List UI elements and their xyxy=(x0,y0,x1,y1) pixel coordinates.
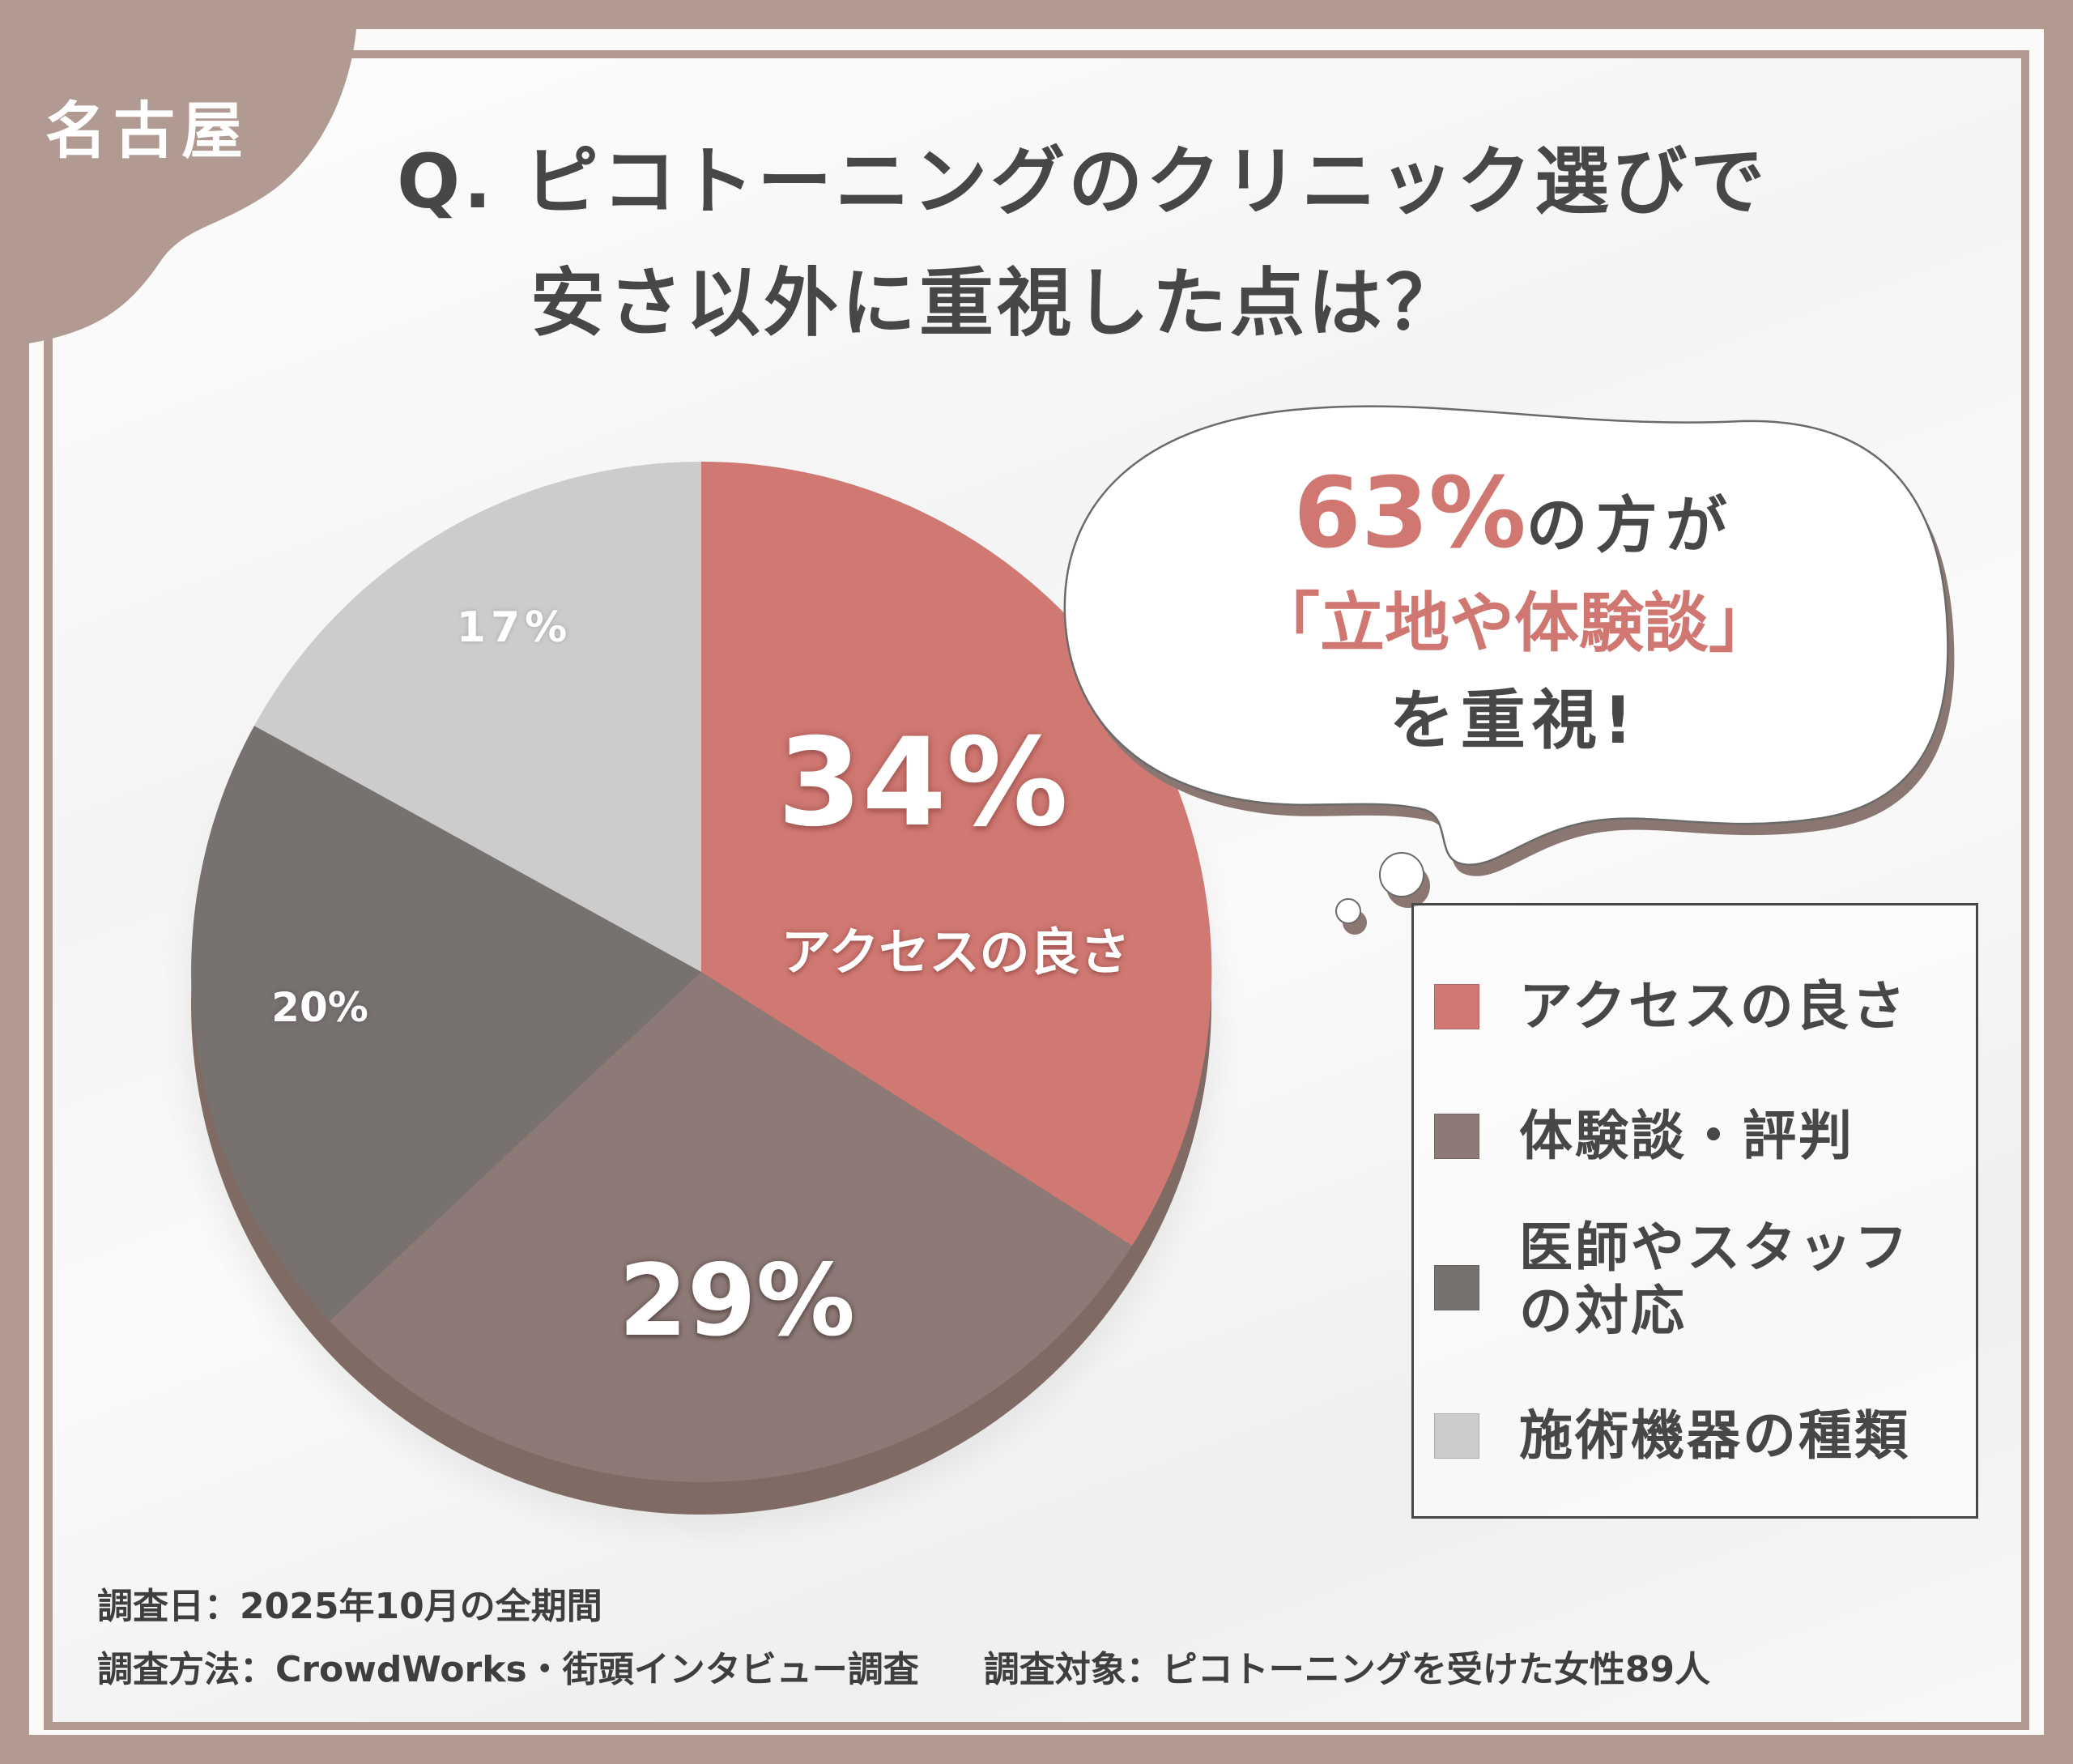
legend-swatch-devices xyxy=(1434,1413,1479,1459)
legend-item-reviews: 体験談・評判 xyxy=(1414,1100,1976,1173)
slice-label-staff-pct: 20% xyxy=(271,984,368,1031)
highlight-percentage: 63% xyxy=(1293,458,1526,570)
legend-item-devices: 施術機器の種類 xyxy=(1414,1400,1976,1472)
legend-item-access: アクセスの良さ xyxy=(1414,970,1976,1043)
bubble-highlight-phrase: 「立地や体験談」 xyxy=(1255,586,1773,661)
legend-swatch-reviews xyxy=(1434,1114,1479,1159)
slice-label-access-name: アクセスの良さ xyxy=(781,922,1130,982)
pie-slice-staff xyxy=(191,726,702,1321)
bubble-text: 63%の方が 「立地や体験談」 を重視! xyxy=(1077,454,1952,769)
pie-slice-reviews xyxy=(330,972,1132,1482)
survey-method: 調査方法：CrowdWorks・街頭インタビュー調査 xyxy=(97,1649,919,1690)
survey-date: 調査日：2025年10月の全期間 xyxy=(97,1586,602,1627)
survey-footer: 調査日：2025年10月の全期間 調査方法：CrowdWorks・街頭インタビュ… xyxy=(97,1575,1710,1702)
bubble-line3: を重視! xyxy=(1389,683,1640,758)
pie-slice-devices xyxy=(254,461,701,972)
title-line-1: Q. ピコトーニングのクリニック選びで xyxy=(397,138,1769,225)
corner-blob-decoration xyxy=(0,0,421,348)
bubble-line1-suffix: の方が xyxy=(1526,489,1735,561)
title-line-2: 安さ以外に重視した点は？ xyxy=(530,260,1464,347)
legend-item-staff: 医師やスタッフの対応 xyxy=(1414,1213,1976,1351)
legend-swatch-access xyxy=(1434,984,1479,1029)
slice-label-devices-pct: 17% xyxy=(456,603,573,652)
region-label: 名古屋 xyxy=(45,95,249,167)
page-title: Q. ピコトーニングのクリニック選びで 安さ以外に重視した点は？ xyxy=(397,121,2016,364)
slice-label-reviews-pct: 29% xyxy=(618,1243,855,1358)
chart-legend: アクセスの良さ 体験談・評判 医師やスタッフの対応 施術機器の種類 xyxy=(1411,903,1978,1519)
bubble-dot-large xyxy=(1379,852,1424,897)
legend-label: 体験談・評判 xyxy=(1519,1105,1854,1167)
survey-target: 調査対象：ピコトーニングを受けた女性89人 xyxy=(983,1649,1710,1690)
legend-label: 施術機器の種類 xyxy=(1519,1404,1910,1467)
legend-label: 医師やスタッフの対応 xyxy=(1519,1216,1910,1342)
bubble-dot-small xyxy=(1335,898,1361,924)
legend-swatch-staff xyxy=(1434,1265,1479,1310)
legend-label: アクセスの良さ xyxy=(1519,975,1908,1038)
